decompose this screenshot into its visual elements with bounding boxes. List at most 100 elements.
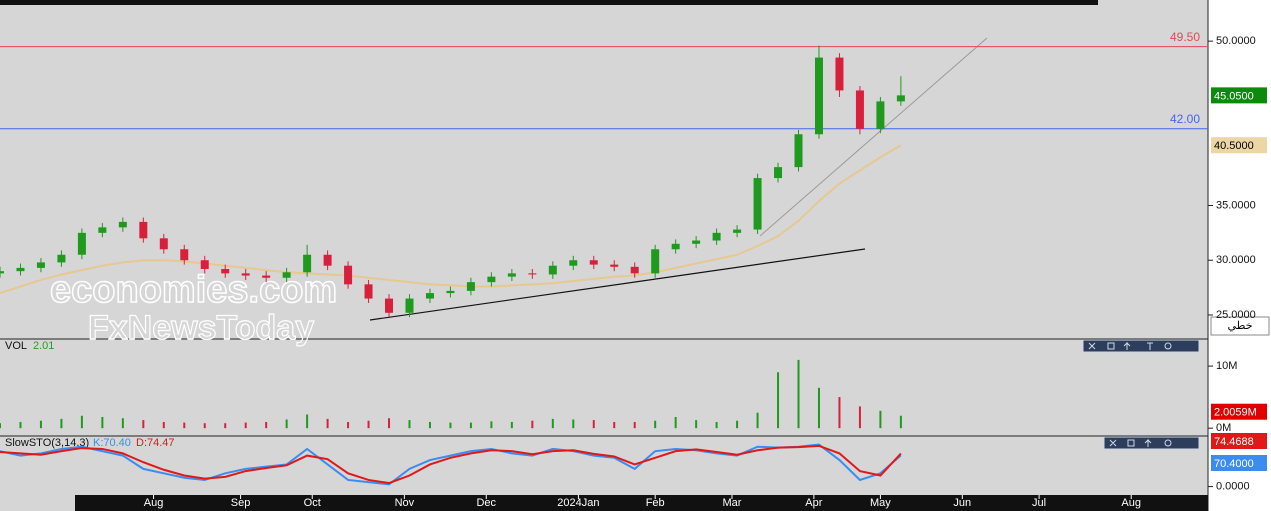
candle-body <box>159 238 168 250</box>
volume-bar <box>531 420 534 429</box>
candle-body <box>528 273 537 275</box>
volume-bar <box>0 423 1 429</box>
price-tag <box>1211 403 1267 420</box>
volume-bar <box>469 422 472 429</box>
candle-body <box>221 268 230 274</box>
candle-body <box>712 232 721 241</box>
candle-body <box>139 221 148 239</box>
candle-body <box>774 167 783 179</box>
volume-bar <box>244 422 247 429</box>
volume-bar <box>408 420 411 429</box>
volume-bar <box>715 421 718 429</box>
volume-bar <box>551 418 554 429</box>
stochastic-line <box>0 444 902 485</box>
volume-bar <box>674 416 677 429</box>
volume-bar <box>572 419 575 429</box>
candle-body <box>507 273 516 277</box>
volume-bar <box>121 418 124 429</box>
panel-title: VOL <box>5 340 27 352</box>
volume-bar <box>858 406 861 429</box>
volume-bar <box>736 420 739 429</box>
level-label: 42.00 <box>1170 112 1200 126</box>
volume-bar <box>326 418 329 429</box>
volume-bar <box>101 416 104 429</box>
candle-body <box>385 298 394 313</box>
candle-body <box>77 232 86 255</box>
button-icons[interactable] <box>1109 438 1152 447</box>
volume-bar <box>838 397 841 429</box>
volume-bar <box>203 423 206 429</box>
x-tick-label: Aug <box>144 497 164 509</box>
candle-body <box>118 221 127 228</box>
price-axis-area <box>1208 0 1271 511</box>
candle-body <box>262 275 271 278</box>
scale-button-label[interactable]: خطي <box>1228 320 1253 332</box>
candle-body <box>405 298 414 313</box>
candle-body <box>323 254 332 266</box>
volume-bar <box>347 421 350 429</box>
y-tick-label: 25.0000 <box>1216 309 1256 321</box>
volume-bar <box>224 423 227 429</box>
candle-body <box>425 293 434 299</box>
price-tag <box>1211 87 1267 104</box>
volume-bar <box>142 420 145 429</box>
price-tag-label: 40.5000 <box>1214 140 1254 152</box>
candle-body <box>835 57 844 91</box>
price-tag-label: 2.0059M <box>1214 407 1257 419</box>
x-tick-label: Oct <box>304 497 321 509</box>
panel-value: 2.01 <box>33 340 54 352</box>
candle-body <box>57 254 66 263</box>
button-bar <box>1082 339 1200 353</box>
volume-bar <box>613 421 616 429</box>
volume-bar <box>817 387 820 429</box>
price-tag-label: 70.4000 <box>1214 458 1254 470</box>
x-tick-label: Sep <box>231 497 251 509</box>
moving-average <box>0 144 902 295</box>
candle-body <box>671 243 680 250</box>
x-tick-label: May <box>870 497 891 509</box>
volume-bar <box>797 359 800 429</box>
candle-body <box>98 227 107 233</box>
candle-body <box>487 276 496 283</box>
volume-bar <box>183 422 186 429</box>
volume-bar <box>490 421 493 429</box>
candle-body <box>876 101 885 129</box>
candle-body <box>466 282 475 291</box>
volume-bar <box>265 421 268 429</box>
button-icons[interactable] <box>1164 439 1172 447</box>
candle-body <box>180 249 189 261</box>
price-tag-label: 74.4688 <box>1214 436 1254 448</box>
candle-body <box>610 264 619 267</box>
x-tick-label: Feb <box>646 497 665 509</box>
volume-bar <box>510 421 513 429</box>
x-tick-label: Aug <box>1121 497 1141 509</box>
stochastic-line <box>0 443 902 486</box>
volume-bar <box>695 420 698 429</box>
candle-body <box>446 290 455 294</box>
volume-bar <box>899 415 902 429</box>
button-icons[interactable] <box>1088 341 1153 350</box>
candle-body <box>733 229 742 233</box>
candle-body <box>569 260 578 266</box>
level-label: 49.50 <box>1170 30 1200 44</box>
button-bar <box>1103 436 1200 450</box>
watermark: economies.com <box>50 269 337 311</box>
price-tag <box>1211 455 1267 471</box>
candle-body <box>303 254 312 273</box>
volume-bar <box>633 421 636 429</box>
volume-bar <box>306 414 309 429</box>
volume-bar <box>285 419 288 429</box>
watermark: FxNewsToday <box>88 309 314 347</box>
y-tick-label: 50.0000 <box>1216 35 1256 47</box>
y-tick-label: 30.0000 <box>1216 254 1256 266</box>
volume-bar <box>756 412 759 429</box>
x-tick-label: Dec <box>476 497 496 509</box>
candle-body <box>589 260 598 265</box>
candle-body <box>814 57 823 135</box>
scale-button[interactable] <box>1210 316 1270 336</box>
button-icons[interactable] <box>1164 342 1172 350</box>
y-tick-label: 0.0000 <box>1216 480 1250 492</box>
volume-bar <box>19 421 22 429</box>
panel-title: SlowSTO(3,14,3) <box>5 437 89 449</box>
